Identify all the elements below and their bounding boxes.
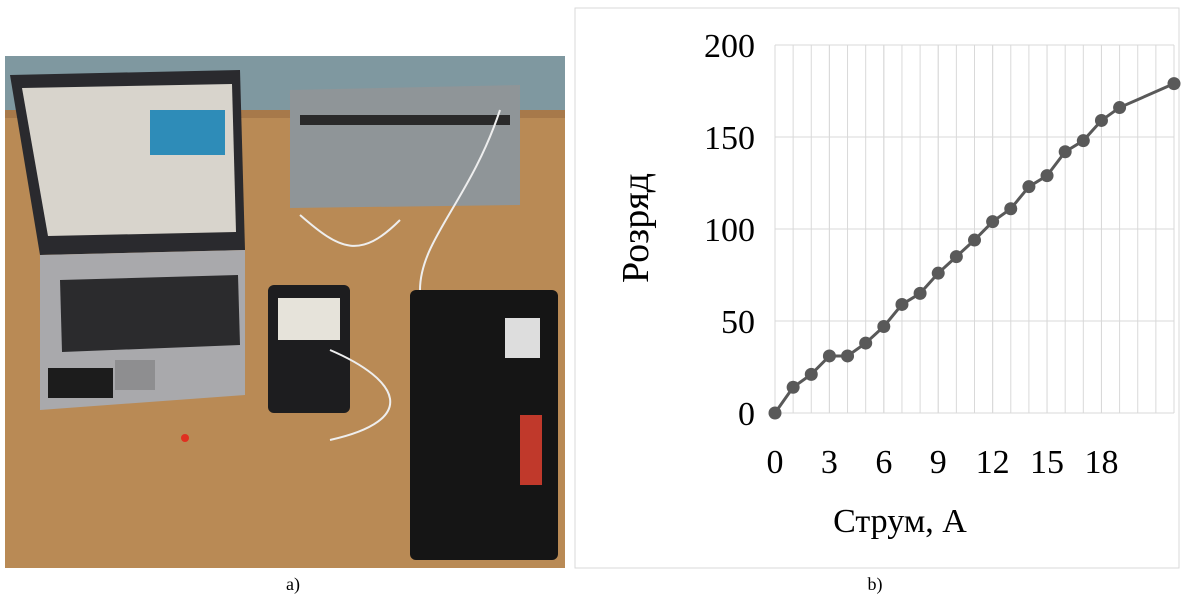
data-point bbox=[822, 349, 836, 363]
data-point bbox=[859, 336, 873, 350]
y-tick-label: 0 bbox=[738, 396, 755, 433]
data-point bbox=[949, 250, 963, 264]
x-tick-label: 6 bbox=[875, 444, 892, 481]
x-tick-label: 0 bbox=[767, 444, 784, 481]
y-tick-label: 150 bbox=[704, 120, 755, 157]
x-tick-label: 3 bbox=[821, 444, 838, 481]
data-point bbox=[768, 406, 782, 420]
panel-label: b) bbox=[868, 574, 883, 595]
y-tick-label: 200 bbox=[704, 28, 755, 65]
data-point bbox=[804, 367, 818, 381]
x-tick-label: 18 bbox=[1084, 444, 1118, 481]
data-point bbox=[931, 266, 945, 280]
photo bbox=[5, 56, 565, 568]
data-point bbox=[877, 320, 891, 334]
data-point bbox=[1076, 134, 1090, 148]
x-axis-title: Струм, A bbox=[833, 503, 967, 540]
data-point bbox=[841, 349, 855, 363]
data-point bbox=[1022, 180, 1036, 194]
data-point bbox=[1004, 202, 1018, 216]
data-point bbox=[786, 380, 800, 394]
data-point bbox=[895, 297, 909, 311]
data-point bbox=[1167, 77, 1181, 91]
data-point bbox=[1094, 113, 1108, 127]
data-point bbox=[913, 286, 927, 300]
data-point bbox=[986, 215, 1000, 229]
y-tick-label: 50 bbox=[721, 304, 755, 341]
data-point bbox=[1113, 101, 1127, 115]
x-tick-label: 12 bbox=[976, 444, 1010, 481]
y-tick-label: 100 bbox=[704, 212, 755, 249]
x-tick-label: 15 bbox=[1030, 444, 1064, 481]
data-point bbox=[1058, 145, 1072, 159]
x-tick-label: 9 bbox=[930, 444, 947, 481]
panel-label: a) bbox=[286, 574, 300, 595]
data-point bbox=[968, 233, 981, 247]
data-point bbox=[1040, 169, 1054, 183]
chart-frame bbox=[574, 7, 1180, 569]
y-axis-title: Розряд bbox=[615, 173, 657, 283]
